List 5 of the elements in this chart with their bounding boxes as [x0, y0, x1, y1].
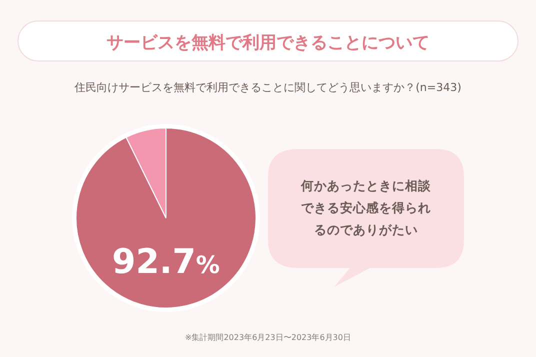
- chart-title: サービスを無料で利用できることについて: [106, 33, 430, 53]
- text: ※集計期間2023年6月23日〜2023年6月30日: [185, 333, 351, 342]
- data-label: 92.7%: [112, 242, 220, 282]
- chart-subtitle: 住民向けサービスを無料で利用できることに関してどう思いますか？(n=343): [74, 81, 462, 94]
- text: 何かあったときに相談できる安心感を得られるのでありがたい: [300, 178, 432, 237]
